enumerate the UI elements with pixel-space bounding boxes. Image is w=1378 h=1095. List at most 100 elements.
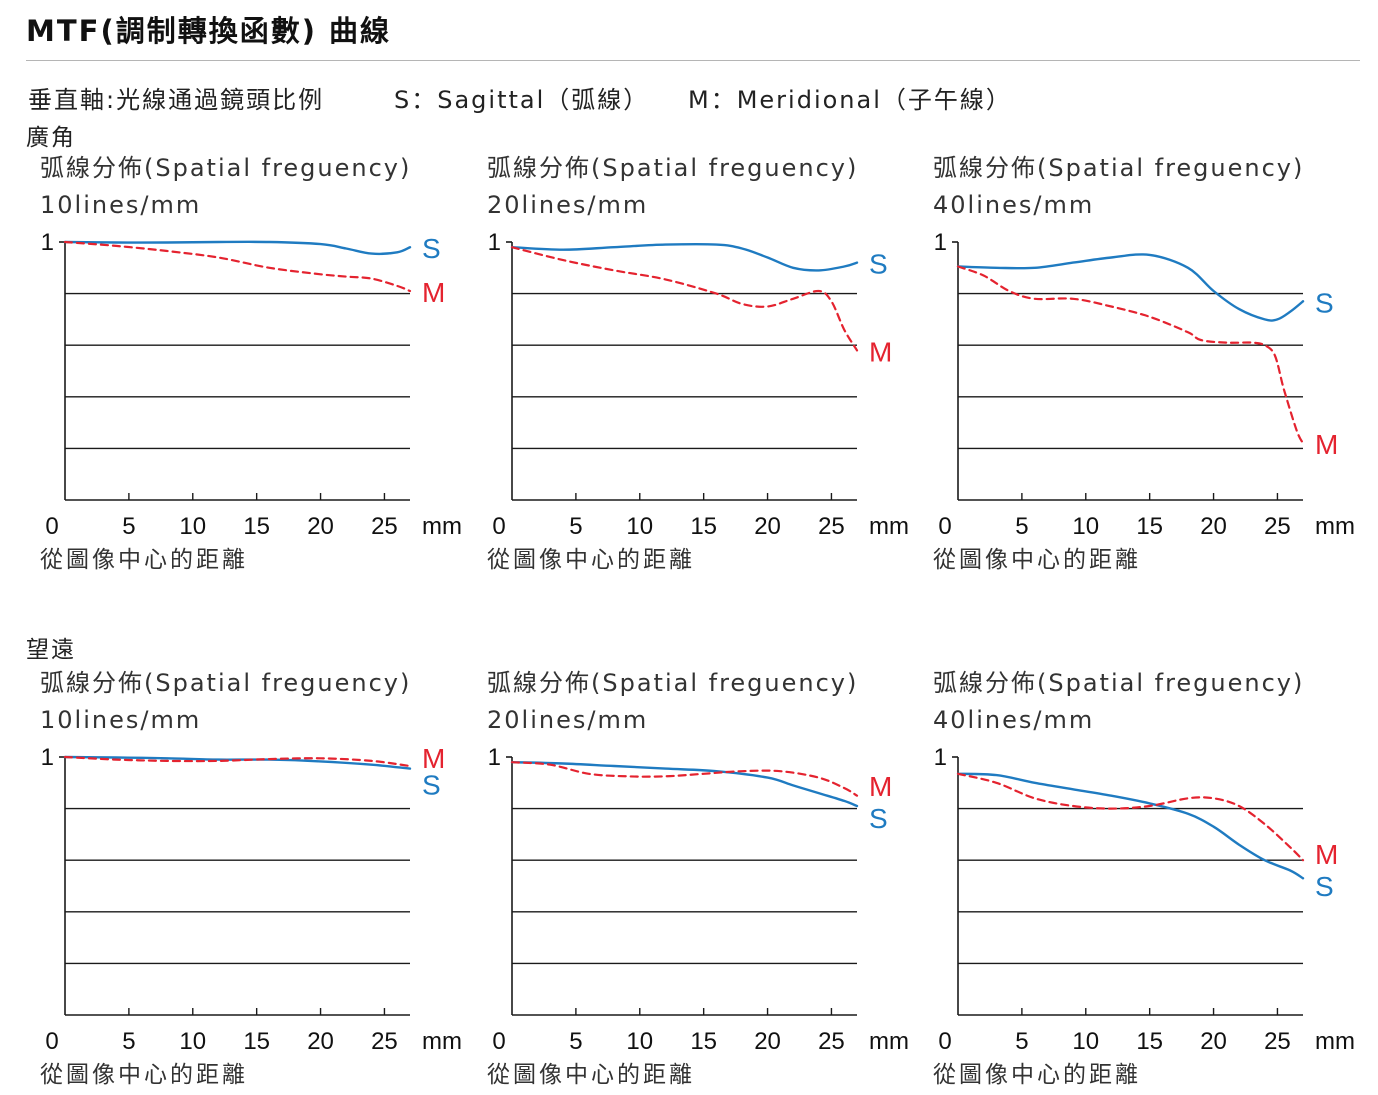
x-tick-label: 10 <box>179 1028 206 1055</box>
x-axis-caption: 從圖像中心的距離 <box>487 547 695 573</box>
mtf-chart-6: 弧線分佈(Spatial freguency) 40lines/mm 1 0 5 10 15… <box>933 665 1355 1095</box>
x-unit-label: mm <box>869 513 909 540</box>
mtf-chart-2: 弧線分佈(Spatial freguency) 20lines/mm 1 0 5 10 15… <box>487 150 909 580</box>
x-unit-label: mm <box>1315 513 1355 540</box>
mtf-chart-4: 弧線分佈(Spatial freguency) 10lines/mm 1 0 5 10 15… <box>40 665 462 1095</box>
chart-title: 弧線分佈(Spatial freguency) 20lines/mm <box>487 665 858 739</box>
x-tick-label: 25 <box>371 513 398 540</box>
x-tick-label: 0 <box>492 513 505 540</box>
x-tick-label: 0 <box>938 513 951 540</box>
sagittal-label: S <box>422 233 441 264</box>
x-unit-label: mm <box>422 1028 462 1055</box>
x-tick-label: 25 <box>1264 1028 1291 1055</box>
x-tick-label: 5 <box>122 1028 135 1055</box>
x-tick-label: 20 <box>307 513 334 540</box>
x-tick-label: 5 <box>569 513 582 540</box>
chart-title-line1: 弧線分佈(Spatial freguency) <box>933 154 1305 182</box>
mtf-chart-3: 弧線分佈(Spatial freguency) 40lines/mm 1 0 5 10 15… <box>933 150 1355 580</box>
chart-title-line2: 20lines/mm <box>487 191 649 219</box>
x-unit-label: mm <box>869 1028 909 1055</box>
x-tick-label: 20 <box>307 1028 334 1055</box>
y-tick-label: 1 <box>934 744 947 771</box>
x-tick-label: 20 <box>1200 513 1227 540</box>
chart-title-line2: 10lines/mm <box>40 706 202 734</box>
x-tick-label: 5 <box>122 513 135 540</box>
sagittal-note: S：Sagittal（弧線） <box>394 86 650 114</box>
mtf-chart-1: 弧線分佈(Spatial freguency) 10lines/mm 1 0 5 10 15… <box>40 150 462 580</box>
meridional-curve <box>63 240 412 293</box>
title-divider <box>26 60 1360 61</box>
chart-title-line1: 弧線分佈(Spatial freguency) <box>487 669 859 697</box>
meridional-label: M <box>422 743 445 774</box>
sagittal-label: S <box>869 249 888 280</box>
sagittal-label: S <box>1315 871 1334 902</box>
chart-title-line2: 40lines/mm <box>933 191 1095 219</box>
meridional-note: M：Meridional（子午線） <box>688 86 1012 114</box>
y-tick-label: 1 <box>488 229 501 256</box>
chart-title-line2: 40lines/mm <box>933 706 1095 734</box>
sagittal-curve <box>63 755 412 770</box>
sagittal-curve <box>510 242 859 272</box>
sagittal-curve <box>63 240 412 256</box>
meridional-curve <box>510 761 859 797</box>
x-axis-caption: 從圖像中心的距離 <box>40 547 248 573</box>
x-tick-label: 25 <box>818 513 845 540</box>
x-tick-label: 15 <box>690 1028 717 1055</box>
page-title: MTF(調制轉換函數) 曲線 <box>26 14 392 48</box>
sagittal-label: S <box>422 769 441 800</box>
y-tick-label: 1 <box>41 229 54 256</box>
x-axis-caption: 從圖像中心的距離 <box>933 1062 1141 1088</box>
chart-title-line1: 弧線分佈(Spatial freguency) <box>933 669 1305 697</box>
y-tick-label: 1 <box>41 744 54 771</box>
x-tick-label: 0 <box>492 1028 505 1055</box>
x-tick-label: 15 <box>243 513 270 540</box>
x-tick-label: 25 <box>371 1028 398 1055</box>
x-tick-label: 25 <box>818 1028 845 1055</box>
x-tick-label: 10 <box>1072 1028 1099 1055</box>
chart-title: 弧線分佈(Spatial freguency) 10lines/mm <box>40 665 411 739</box>
x-tick-label: 20 <box>754 1028 781 1055</box>
chart-title-line1: 弧線分佈(Spatial freguency) <box>487 154 859 182</box>
sagittal-label: S <box>869 803 888 834</box>
x-tick-label: 15 <box>1136 1028 1163 1055</box>
chart-title: 弧線分佈(Spatial freguency) 40lines/mm <box>933 665 1304 739</box>
sagittal-label: S <box>1315 287 1334 318</box>
x-unit-label: mm <box>422 513 462 540</box>
x-axis-caption: 從圖像中心的距離 <box>487 1062 695 1088</box>
y-tick-label: 1 <box>488 744 501 771</box>
x-tick-label: 10 <box>626 1028 653 1055</box>
x-tick-label: 25 <box>1264 513 1291 540</box>
x-tick-label: 5 <box>569 1028 582 1055</box>
x-unit-label: mm <box>1315 1028 1355 1055</box>
meridional-label: M <box>869 771 892 802</box>
mtf-chart-5: 弧線分佈(Spatial freguency) 20lines/mm 1 0 5 10 15… <box>487 665 909 1095</box>
meridional-label: M <box>422 277 445 308</box>
x-tick-label: 20 <box>1200 1028 1227 1055</box>
sagittal-curve <box>956 253 1305 322</box>
chart-title: 弧線分佈(Spatial freguency) 10lines/mm <box>40 150 411 224</box>
meridional-curve <box>63 755 412 768</box>
x-tick-label: 15 <box>1136 513 1163 540</box>
chart-title-line2: 20lines/mm <box>487 706 649 734</box>
x-tick-label: 15 <box>690 513 717 540</box>
meridional-label: M <box>1315 429 1338 460</box>
sagittal-curve <box>956 772 1305 880</box>
chart-title: 弧線分佈(Spatial freguency) 40lines/mm <box>933 150 1304 224</box>
sagittal-curve <box>510 761 859 808</box>
x-tick-label: 5 <box>1015 513 1028 540</box>
chart-title: 弧線分佈(Spatial freguency) 20lines/mm <box>487 150 858 224</box>
x-tick-label: 10 <box>1072 513 1099 540</box>
x-axis-caption: 從圖像中心的距離 <box>40 1062 248 1088</box>
x-tick-label: 0 <box>45 513 58 540</box>
x-tick-label: 0 <box>45 1028 58 1055</box>
chart-title-line2: 10lines/mm <box>40 191 202 219</box>
section-label-wide: 廣角 <box>26 125 76 151</box>
vertical-axis-note: 垂直軸:光線通過鏡頭比例 <box>28 86 325 114</box>
x-tick-label: 20 <box>754 513 781 540</box>
section-label-tele: 望遠 <box>26 637 76 663</box>
y-tick-label: 1 <box>934 229 947 256</box>
